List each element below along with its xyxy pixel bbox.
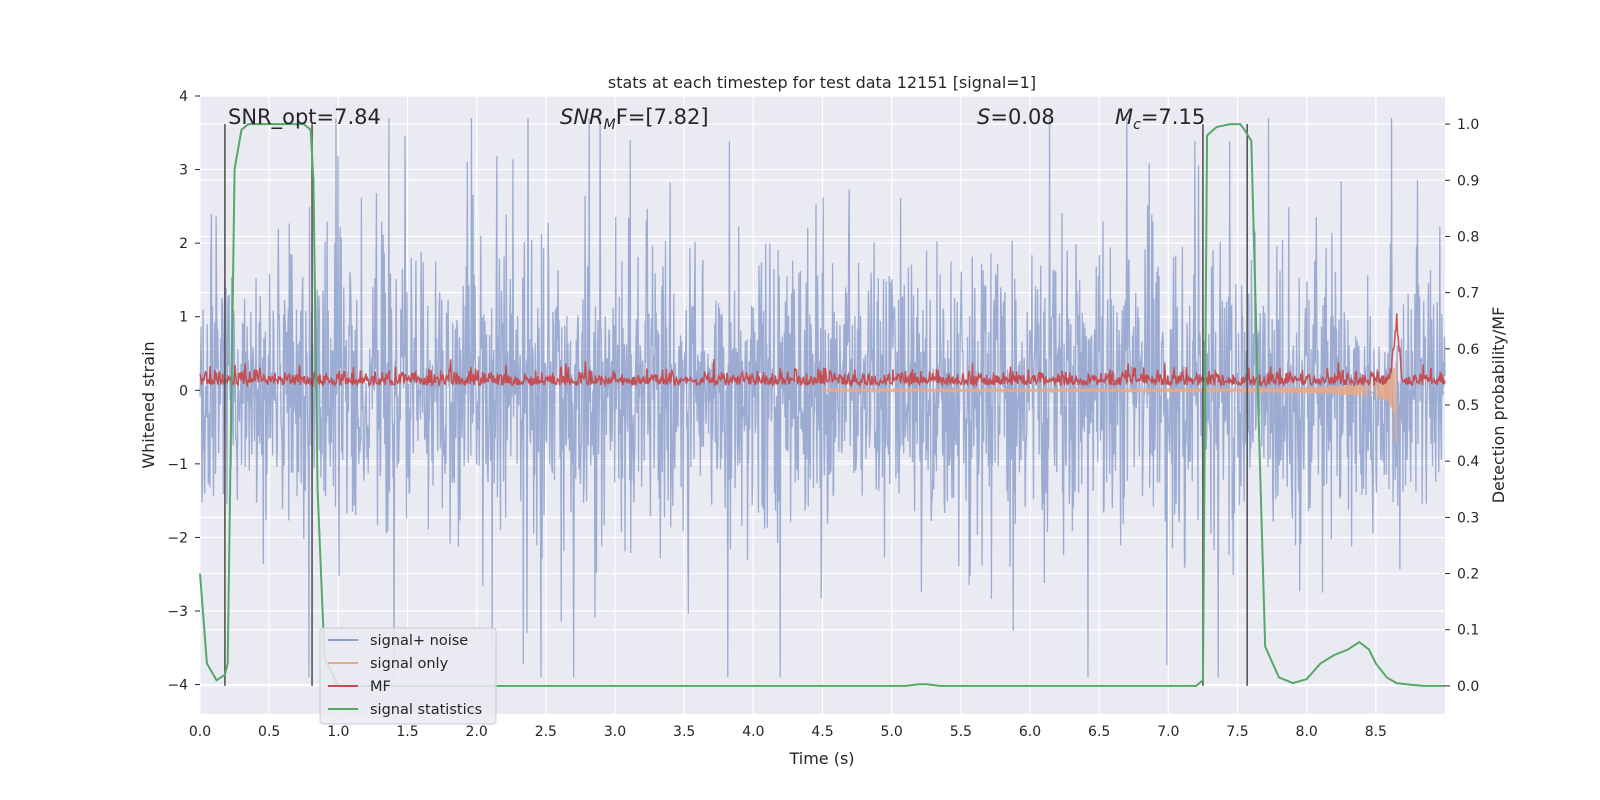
x-tick-label: 8.0 [1296, 724, 1318, 740]
y-tick-label-right: 0.0 [1457, 679, 1479, 695]
annotation-snr-mf-main: SNR [560, 105, 604, 129]
annotation-snr-mf: SNRMF=[7.82] [560, 105, 709, 133]
annotation-snr-mf-rest: F=[7.82] [616, 105, 709, 129]
y-ticks-left: 4 3 2 1 0 −1 −2 −3 −4 [167, 89, 200, 694]
y-tick-label-right: 0.9 [1457, 173, 1479, 189]
signal-statistics-line [199, 123, 1445, 687]
series-mf [199, 313, 1446, 389]
x-tick-label: 3.5 [673, 724, 695, 740]
signal-only-line [821, 361, 1398, 443]
y-tick-label-left: −1 [167, 457, 188, 473]
y-tick-label-left: 1 [179, 310, 188, 326]
x-tick-label: 1.0 [327, 724, 349, 740]
x-tick-label: 0.5 [258, 724, 280, 740]
annotation-mc-sub: c [1133, 117, 1141, 133]
annotation-s: S=0.08 [977, 105, 1055, 129]
legend-label-mf: MF [370, 679, 391, 695]
y-tick-label-right: 0.1 [1457, 623, 1479, 639]
y-tick-label-left: −3 [167, 604, 188, 620]
y-tick-label-left: −2 [167, 530, 188, 546]
x-tick-label: 2.0 [466, 724, 488, 740]
y-tick-label-right: 0.3 [1457, 510, 1479, 526]
x-tick-label: 1.5 [396, 724, 418, 740]
mf-line [199, 313, 1446, 389]
x-tick-label: 6.0 [1019, 724, 1041, 740]
series-signal-noise [199, 118, 1446, 678]
y-axis-label-left: Whitened strain [139, 341, 158, 468]
x-tick-label: 3.0 [604, 724, 626, 740]
annotation-snr-mf-sub: M [604, 117, 616, 133]
x-tick-label: 7.5 [1226, 724, 1248, 740]
y-tick-label-right: 0.5 [1457, 398, 1479, 414]
x-tick-label: 5.0 [881, 724, 903, 740]
y-tick-label-right: 1.0 [1457, 117, 1479, 133]
legend-label-signal-only: signal only [370, 656, 449, 672]
y-tick-label-left: 4 [179, 89, 188, 105]
annotation-mc-rest: =7.15 [1141, 105, 1205, 129]
y-tick-label-left: 2 [179, 236, 188, 252]
y-tick-label-right: 0.2 [1457, 567, 1479, 583]
x-tick-label: 0.0 [189, 724, 211, 740]
legend-label-signal-noise: signal+ noise [370, 633, 468, 649]
series-signal-statistics [199, 123, 1445, 687]
chart-title: stats at each timestep for test data 121… [608, 73, 1036, 92]
x-tick-label: 7.0 [1157, 724, 1179, 740]
x-axis-label: Time (s) [788, 749, 854, 768]
x-tick-label: 4.5 [811, 724, 833, 740]
legend-box [319, 627, 497, 725]
y-axis-label-right: Detection probability/MF [1489, 307, 1508, 504]
y-tick-label-right: 0.7 [1457, 286, 1479, 302]
y-tick-label-right: 0.6 [1457, 342, 1479, 358]
annotation-mc-main: M [1115, 105, 1133, 129]
y-tick-label-right: 0.8 [1457, 229, 1479, 245]
legend: signal+ noise signal only MF signal stat… [319, 627, 497, 725]
y-ticks-right: 1.0 0.9 0.8 0.7 0.6 0.5 0.4 0.3 0.2 0.1 0.0 [1445, 117, 1479, 695]
x-tick-label: 4.0 [742, 724, 764, 740]
series-signal-only [821, 361, 1398, 443]
y-tick-label-left: −4 [167, 678, 188, 694]
annotation-mc: Mc=7.15 [1115, 105, 1205, 133]
annotation-s-main: S [977, 105, 990, 129]
y-tick-label-left: 3 [179, 163, 188, 179]
x-ticks: 0.0 0.5 1.0 1.5 2.0 2.5 3.0 3.5 4.0 4.5 5.0 5.5 6.0 6… [189, 724, 1387, 740]
signal-noise-line [199, 118, 1446, 678]
annotation-snr-opt: SNR_opt=7.84 [228, 105, 381, 130]
x-tick-label: 5.5 [950, 724, 972, 740]
x-tick-label: 2.5 [535, 724, 557, 740]
x-tick-label: 6.5 [1088, 724, 1110, 740]
legend-label-signal-statistics: signal statistics [370, 702, 482, 718]
annotation-s-rest: =0.08 [990, 105, 1054, 129]
y-tick-label-left: 0 [179, 383, 188, 399]
y-tick-label-right: 0.4 [1457, 454, 1479, 470]
x-tick-label: 8.5 [1365, 724, 1387, 740]
